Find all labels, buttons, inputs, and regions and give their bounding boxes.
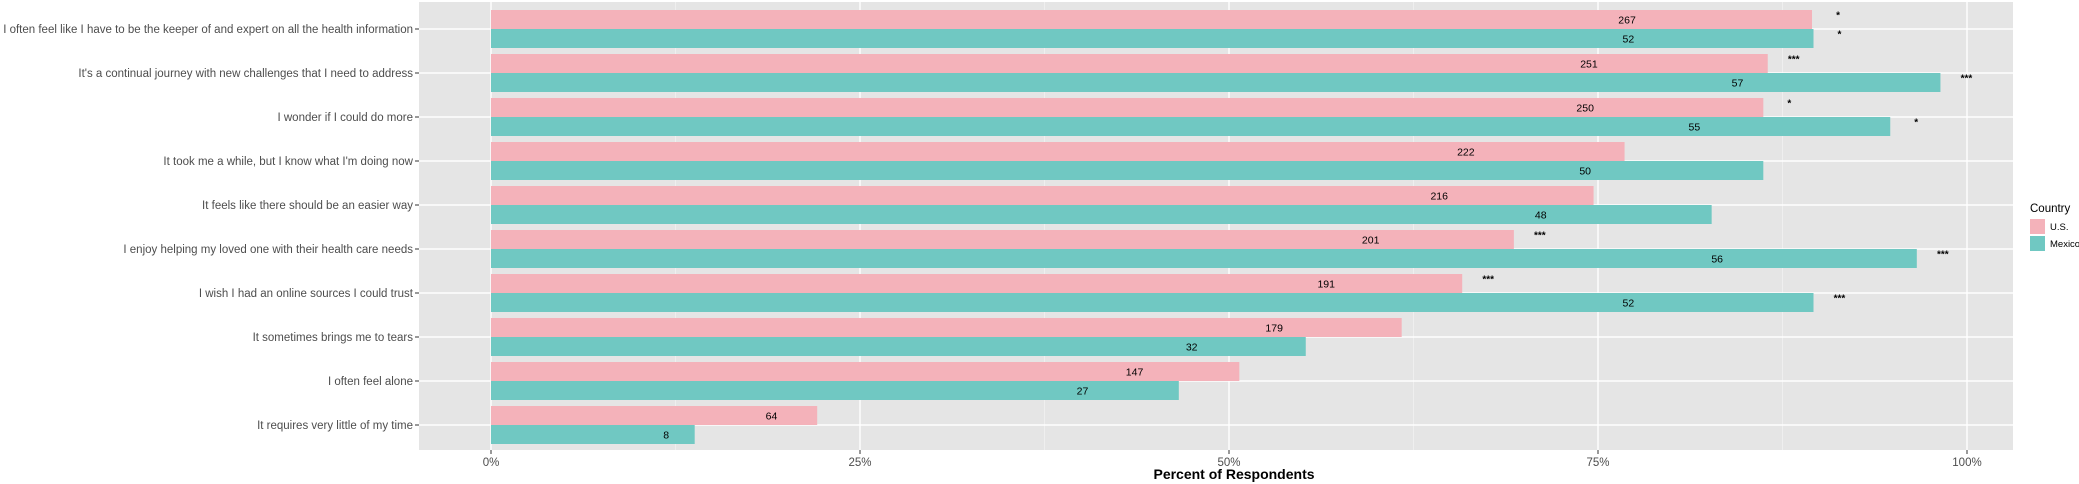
x-axis-title: Percent of Respondents — [1153, 466, 1314, 482]
bar-value-label: 52 — [1623, 34, 1635, 46]
bar-value-label: 8 — [663, 430, 669, 442]
bar — [491, 425, 695, 444]
bar-value-label: 222 — [1457, 147, 1475, 159]
legend-title: Country — [2030, 203, 2071, 215]
category-label: I enjoy helping my loved one with their … — [123, 244, 413, 256]
bar — [491, 73, 1941, 92]
bar — [491, 29, 1814, 48]
bar-value-label: 50 — [1579, 166, 1591, 178]
bar — [491, 362, 1240, 381]
significance-label: * — [1787, 99, 1791, 110]
value-labels: 267 251 250 222 216 201 191 179 147 64 52 57 55 50 48 5… — [663, 15, 1743, 442]
bar-value-label: 191 — [1317, 279, 1335, 291]
significance-label: *** — [1788, 55, 1800, 66]
bar — [491, 186, 1594, 205]
x-tick-label: 100% — [1952, 457, 1981, 469]
bar — [491, 406, 818, 425]
category-label: I wish I had an online sources I could t… — [199, 288, 414, 300]
category-label: I wonder if I could do more — [277, 112, 413, 124]
bar-value-label: 201 — [1362, 235, 1380, 247]
significance-label: * — [1914, 118, 1918, 129]
significance-labels: ********************** — [1482, 11, 1972, 305]
category-label: It sometimes brings me to tears — [253, 332, 414, 344]
legend: Country U.S. Mexico — [2030, 203, 2079, 251]
bar-value-label: 64 — [766, 411, 778, 423]
significance-label: * — [1836, 11, 1840, 22]
significance-label: *** — [1534, 231, 1546, 242]
legend-key — [2030, 219, 2045, 234]
y-axis: I often feel like I have to be the keepe… — [3, 24, 419, 432]
bar — [491, 318, 1402, 337]
bar — [491, 54, 1768, 73]
bar-value-label: 48 — [1535, 210, 1547, 222]
bar-value-label: 27 — [1077, 386, 1089, 398]
bars — [491, 10, 1941, 444]
bar — [491, 205, 1712, 224]
bar — [491, 274, 1463, 293]
category-label: It feels like there should be an easier … — [202, 200, 413, 212]
bar — [491, 10, 1813, 29]
x-tick-label: 0% — [483, 457, 500, 469]
bar-value-label: 216 — [1430, 191, 1448, 203]
significance-label: *** — [1961, 74, 1973, 85]
bar — [491, 230, 1514, 249]
bar — [491, 161, 1764, 180]
legend-label: U.S. — [2050, 222, 2068, 233]
bar-value-label: 251 — [1580, 59, 1598, 71]
bar — [491, 117, 1891, 136]
bar-value-label: 179 — [1265, 323, 1283, 335]
category-label: It's a continual journey with new challe… — [78, 68, 413, 80]
significance-label: *** — [1482, 275, 1494, 286]
bar-value-label: 32 — [1186, 342, 1198, 354]
bar — [491, 293, 1814, 312]
bar-value-label: 55 — [1689, 122, 1701, 134]
bar-value-label: 57 — [1732, 78, 1744, 90]
bar-value-label: 56 — [1711, 254, 1723, 266]
legend-label: Mexico — [2050, 239, 2079, 250]
bar-value-label: 52 — [1623, 298, 1635, 310]
bar-value-label: 250 — [1576, 103, 1594, 115]
x-tick-label: 75% — [1586, 457, 1609, 469]
category-label: I often feel like I have to be the keepe… — [3, 24, 413, 36]
category-label: It requires very little of my time — [257, 420, 413, 432]
bar — [491, 381, 1179, 400]
bar — [491, 98, 1764, 117]
bar-value-label: 147 — [1126, 367, 1144, 379]
bar — [491, 142, 1625, 161]
significance-label: * — [1838, 30, 1842, 41]
bar — [491, 249, 1917, 268]
significance-label: *** — [1834, 294, 1846, 305]
x-tick-label: 50% — [1217, 457, 1240, 469]
x-tick-label: 25% — [848, 457, 871, 469]
legend-key — [2030, 236, 2045, 251]
category-label: I often feel alone — [328, 376, 413, 388]
significance-label: *** — [1937, 250, 1949, 261]
bar-value-label: 267 — [1618, 15, 1636, 27]
bar — [491, 337, 1306, 356]
x-axis: 0% 25% 50% 75% 100% — [483, 450, 1982, 469]
category-label: It took me a while, but I know what I'm … — [163, 156, 413, 168]
